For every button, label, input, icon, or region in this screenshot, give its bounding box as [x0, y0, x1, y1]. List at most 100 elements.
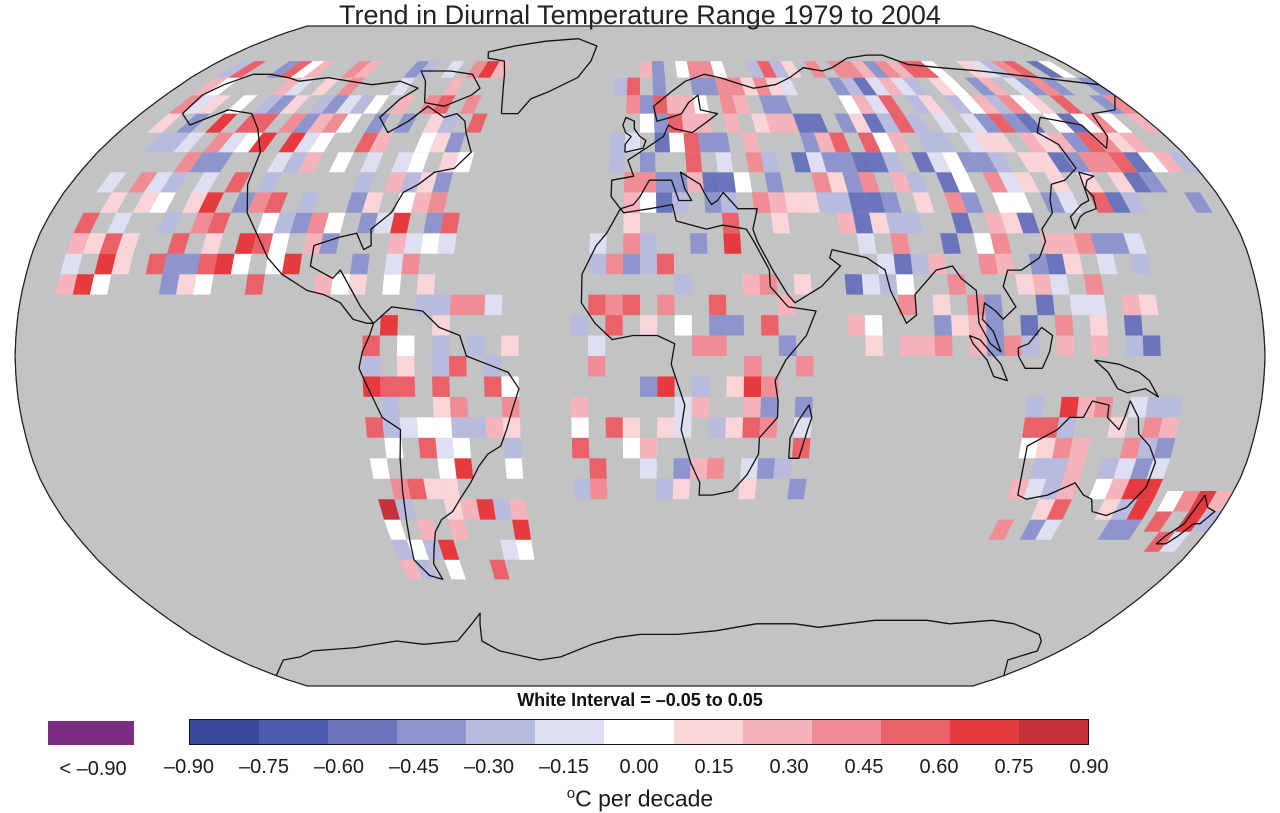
colorbar-tick-label: 0.15: [694, 756, 734, 778]
colorbar-segment: [604, 720, 674, 744]
trend-cell: [760, 396, 779, 418]
japan-coast: [1069, 171, 1097, 230]
trend-cell: [742, 274, 761, 295]
colorbar-ticks: –0.90 –0.75 –0.60 –0.45 –0.30 –0.15 0.00 0.15 0.…: [164, 756, 1109, 782]
trend-cell: [837, 95, 862, 114]
unit-label: C per decade: [575, 785, 714, 812]
trend-cell: [587, 335, 606, 356]
trend-cell: [204, 152, 234, 173]
trend-cell: [1000, 212, 1024, 234]
trend-cell: [432, 172, 454, 193]
trend-cell: [726, 315, 744, 336]
trend-cell: [1189, 491, 1217, 512]
trend-cell: [389, 77, 416, 96]
trend-cell: [181, 192, 208, 213]
north-america-coast: [181, 73, 472, 324]
trend-cell: [418, 437, 438, 459]
trend-cell: [1125, 335, 1144, 356]
colorbar-segment: [1018, 720, 1089, 744]
trend-cell: [656, 192, 673, 213]
trend-cell: [1059, 396, 1079, 418]
trend-cell: [973, 132, 1002, 153]
trend-cell: [379, 376, 399, 397]
trend-cell: [416, 274, 436, 295]
trend-cell: [323, 212, 346, 234]
trend-cell: [1002, 61, 1040, 78]
trend-cell: [504, 458, 524, 479]
trend-cell: [1023, 478, 1047, 500]
trend-cell: [1184, 192, 1213, 213]
trend-cell: [283, 77, 316, 96]
trend-cell: [196, 95, 232, 114]
trend-cell: [1073, 233, 1097, 254]
trend-cell: [674, 396, 692, 418]
trend-cell: [175, 274, 197, 295]
trend-cell: [657, 417, 675, 438]
trend-cell: [362, 95, 390, 114]
trend-cell: [715, 152, 734, 173]
trend-cell: [672, 478, 690, 500]
trend-cell: [1054, 315, 1074, 336]
trend-cell: [885, 61, 915, 78]
trend-cell: [674, 274, 692, 295]
trend-cell: [839, 77, 865, 96]
trend-cell: [1175, 511, 1206, 532]
trend-cell: [1103, 132, 1138, 153]
trend-cell: [686, 172, 704, 193]
trend-cell: [431, 335, 450, 356]
trend-cell: [335, 113, 363, 133]
trend-cell: [435, 437, 455, 459]
trend-cell: [805, 152, 827, 173]
trend-cell: [1190, 511, 1222, 532]
trend-cell: [710, 61, 728, 78]
trend-cell: [1106, 172, 1136, 193]
trend-cell: [926, 152, 952, 173]
trend-cell: [640, 233, 657, 254]
trend-cell: [182, 95, 218, 114]
trend-cell: [764, 172, 784, 193]
trend-cell: [192, 172, 220, 193]
trend-cell: [605, 253, 624, 275]
trend-cell: [1137, 172, 1168, 193]
trend-cell: [1042, 113, 1075, 133]
trend-cell: [982, 95, 1015, 114]
trend-cell: [1056, 233, 1080, 254]
trend-cell: [674, 417, 692, 438]
trend-cell: [99, 192, 128, 213]
trend-cell: [1145, 396, 1166, 418]
trend-cell: [982, 172, 1008, 193]
trend-cell: [903, 113, 930, 133]
trend-cell: [205, 113, 238, 133]
trend-cell: [1153, 437, 1176, 459]
trend-cell: [368, 132, 394, 153]
trend-cell: [72, 274, 95, 295]
trend-cell: [466, 113, 488, 133]
trend-cell: [200, 233, 224, 254]
trend-cell: [1090, 233, 1113, 254]
trend-cell: [234, 233, 257, 254]
trend-cell: [1096, 458, 1120, 479]
trend-cell: [708, 294, 727, 316]
trend-cell: [273, 212, 297, 234]
trend-cell: [964, 77, 997, 96]
trend-cell: [1172, 491, 1201, 512]
trend-cell: [712, 132, 731, 153]
trend-cell: [168, 95, 205, 114]
trend-cell: [848, 192, 870, 213]
trend-cell: [900, 335, 918, 356]
trend-cell: [847, 315, 866, 336]
trend-cell: [990, 233, 1012, 254]
trend-cell: [501, 376, 519, 397]
trend-cell: [836, 212, 857, 234]
trend-cell: [976, 77, 1010, 96]
trend-cell: [384, 437, 404, 459]
trend-cell: [955, 61, 990, 78]
colorbar-segment: [880, 720, 950, 744]
trend-cell: [1015, 274, 1036, 295]
trend-cell: [738, 478, 757, 500]
trend-cell: [359, 152, 384, 173]
trend-cell: [162, 253, 184, 275]
trend-cell: [1152, 152, 1185, 173]
trend-cell: [60, 253, 83, 275]
trend-cell: [792, 113, 814, 133]
